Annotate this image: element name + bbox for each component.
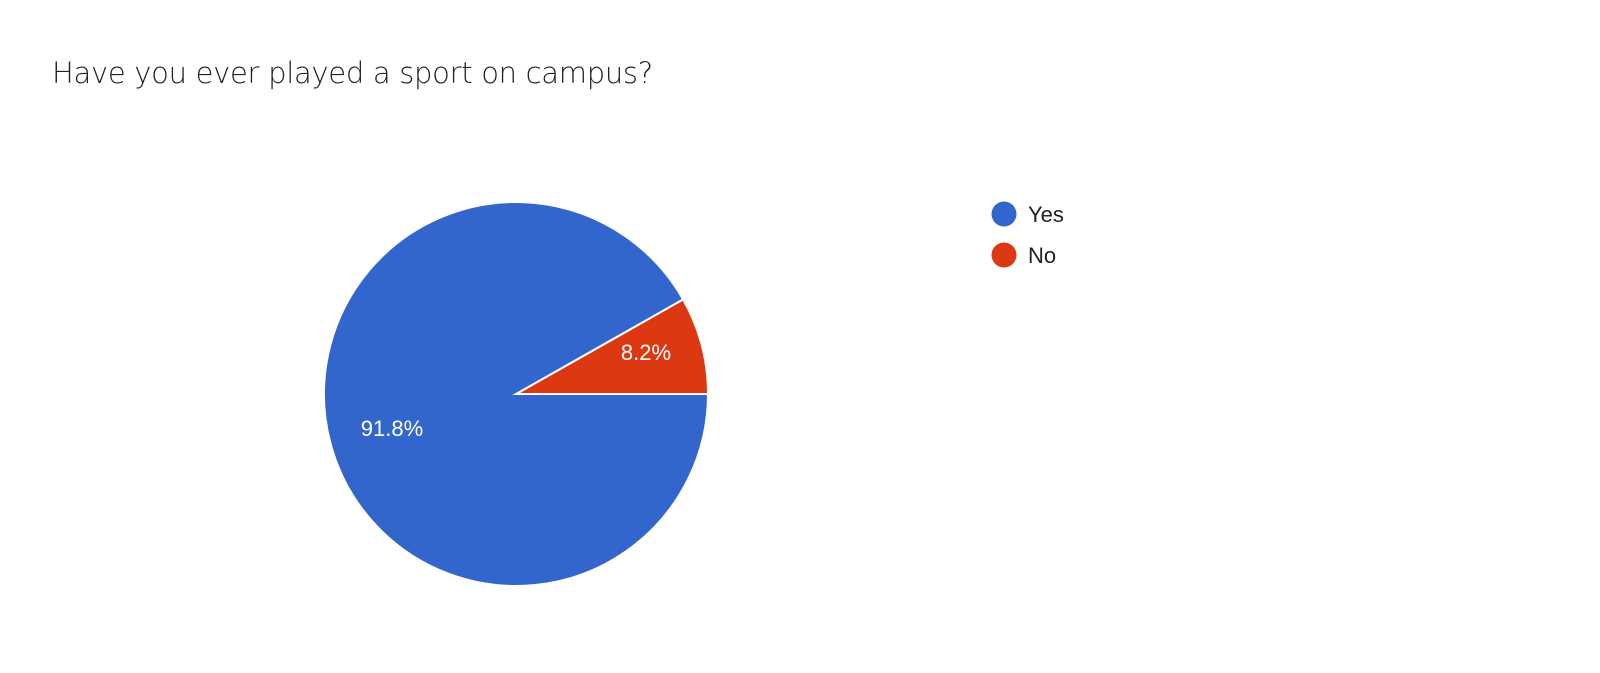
legend-label: Yes: [1028, 202, 1064, 227]
legend-swatch: [991, 242, 1017, 268]
legend-item-yes[interactable]: Yes: [991, 201, 1064, 228]
pie-slice-yes[interactable]: [323, 201, 710, 587]
chart-title: Have you ever played a sport on campus?: [52, 56, 653, 90]
legend-item-no[interactable]: No: [991, 242, 1057, 269]
data-label-yes: 91.8%: [361, 416, 423, 441]
legend-label: No: [1028, 243, 1056, 268]
data-label-no: 8.2%: [621, 340, 671, 365]
legend-swatch: [991, 201, 1017, 227]
pie-slice-no[interactable]: [512, 298, 710, 395]
